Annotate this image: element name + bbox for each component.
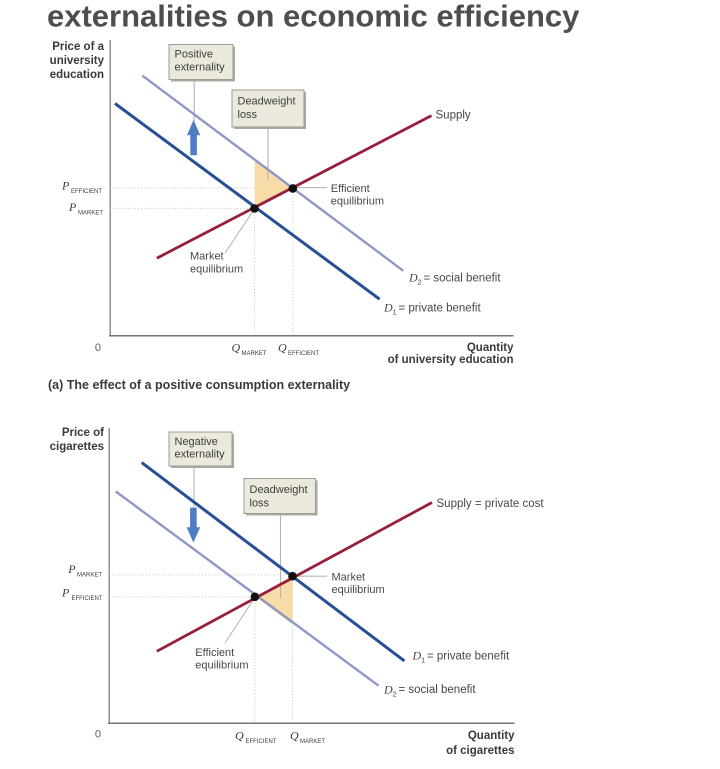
svg-text:Deadweight: Deadweight bbox=[238, 96, 296, 108]
svg-text:Supply: Supply bbox=[436, 110, 471, 122]
svg-text:MARKET: MARKET bbox=[300, 739, 325, 745]
svg-text:Q: Q bbox=[290, 729, 299, 743]
svg-text:2: 2 bbox=[418, 278, 422, 287]
svg-text:equilibrium: equilibrium bbox=[190, 264, 243, 276]
svg-text:P: P bbox=[61, 586, 70, 600]
svg-text:Quantity: Quantity bbox=[467, 342, 514, 354]
svg-text:equilibrium: equilibrium bbox=[331, 196, 384, 208]
svg-text:EFFICIENT: EFFICIENT bbox=[72, 596, 103, 602]
svg-text:D: D bbox=[383, 683, 393, 697]
svg-text:EFFICIENT: EFFICIENT bbox=[288, 351, 319, 357]
svg-text:Efficient: Efficient bbox=[331, 183, 370, 195]
svg-text:equilibrium: equilibrium bbox=[195, 660, 248, 672]
svg-text:loss: loss bbox=[250, 498, 270, 510]
svg-text:1: 1 bbox=[393, 308, 397, 317]
svg-text:= private benefit: = private benefit bbox=[427, 651, 510, 663]
svg-text:0: 0 bbox=[95, 342, 101, 354]
svg-text:= social benefit: = social benefit bbox=[399, 684, 477, 696]
svg-text:MARKET: MARKET bbox=[77, 573, 102, 579]
svg-text:MARKET: MARKET bbox=[242, 351, 267, 357]
svg-text:Q: Q bbox=[232, 341, 241, 355]
svg-text:D: D bbox=[408, 271, 418, 285]
svg-text:Market: Market bbox=[190, 251, 224, 263]
svg-text:of cigarettes: of cigarettes bbox=[446, 745, 514, 757]
svg-text:D: D bbox=[412, 649, 422, 663]
svg-text:externalities on economic effi: externalities on economic efficiency bbox=[47, 0, 580, 34]
svg-text:Negative: Negative bbox=[175, 436, 218, 448]
svg-text:Supply = private cost: Supply = private cost bbox=[437, 498, 545, 510]
svg-text:= social benefit: = social benefit bbox=[424, 273, 502, 285]
svg-text:equilibrium: equilibrium bbox=[332, 584, 385, 596]
svg-text:externality: externality bbox=[175, 449, 226, 461]
svg-text:P: P bbox=[67, 562, 76, 576]
svg-text:Price of a: Price of a bbox=[52, 41, 104, 53]
svg-text:Q: Q bbox=[235, 729, 244, 743]
svg-text:Market: Market bbox=[332, 572, 366, 584]
svg-text:0: 0 bbox=[95, 729, 101, 741]
svg-text:Q: Q bbox=[278, 341, 287, 355]
svg-text:= private benefit: = private benefit bbox=[399, 303, 482, 315]
svg-text:education: education bbox=[50, 69, 104, 81]
svg-text:MARKET: MARKET bbox=[78, 211, 103, 217]
svg-text:Deadweight: Deadweight bbox=[250, 484, 308, 496]
svg-text:(a) The effect of a positive c: (a) The effect of a positive consumption… bbox=[48, 378, 350, 392]
svg-text:externality: externality bbox=[175, 62, 226, 74]
svg-text:of university education: of university education bbox=[388, 354, 514, 366]
svg-text:P: P bbox=[61, 179, 70, 193]
svg-text:Price of: Price of bbox=[62, 427, 104, 439]
svg-text:1: 1 bbox=[421, 656, 425, 665]
svg-text:EFFICIENT: EFFICIENT bbox=[71, 189, 102, 195]
svg-text:Efficient: Efficient bbox=[195, 647, 234, 659]
svg-text:cigarettes: cigarettes bbox=[50, 441, 104, 453]
svg-text:Positive: Positive bbox=[175, 49, 214, 61]
svg-text:EFFICIENT: EFFICIENT bbox=[246, 739, 277, 745]
svg-text:Quantity: Quantity bbox=[468, 730, 515, 742]
svg-text:university: university bbox=[50, 55, 105, 67]
svg-text:2: 2 bbox=[393, 690, 397, 699]
svg-text:loss: loss bbox=[238, 109, 258, 121]
svg-text:D: D bbox=[383, 301, 393, 315]
svg-text:P: P bbox=[68, 200, 77, 214]
